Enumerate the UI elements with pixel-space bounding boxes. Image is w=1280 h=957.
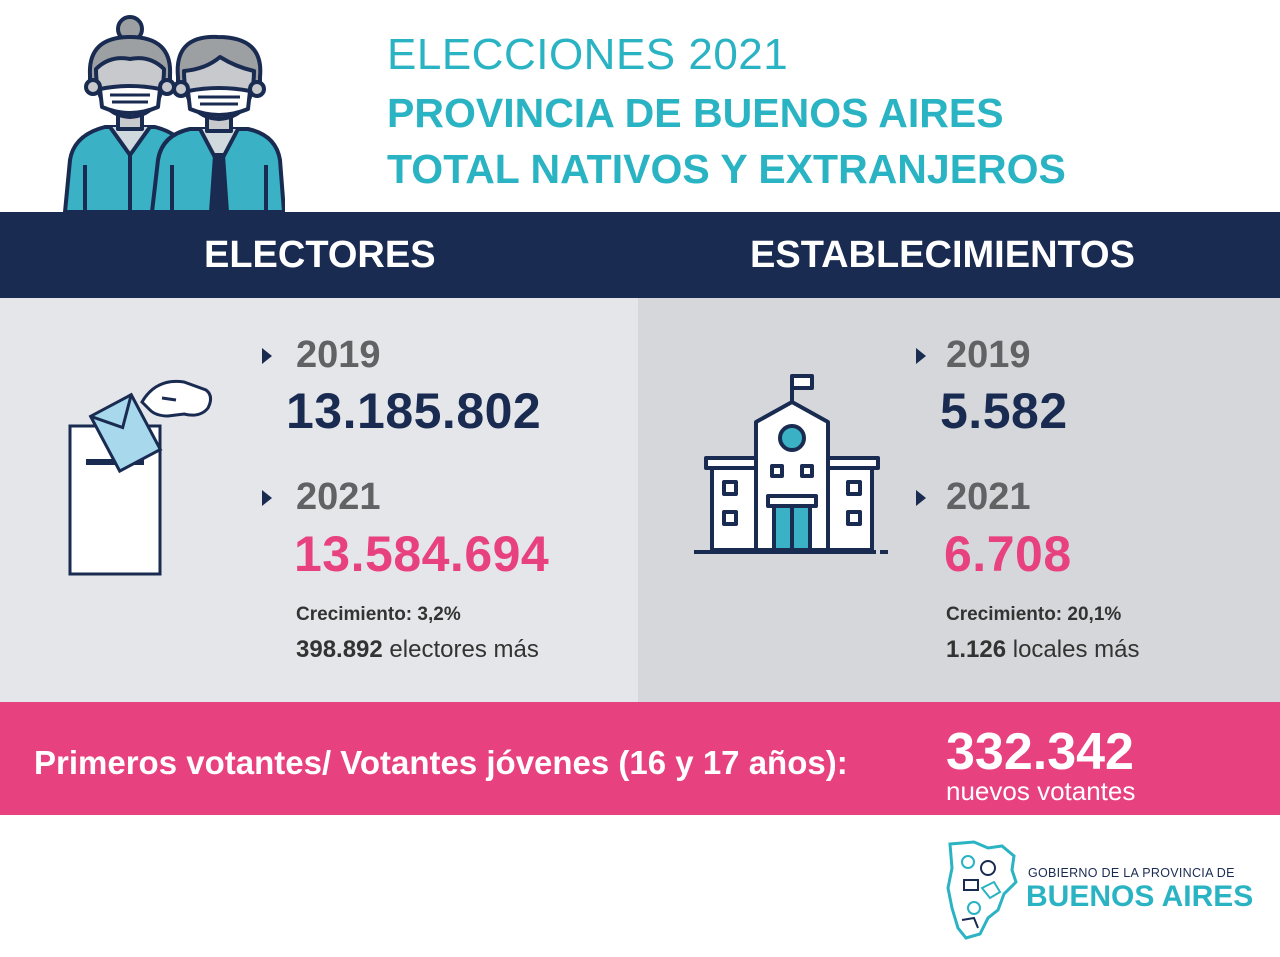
logo-gobierno-text: GOBIERNO DE LA PROVINCIA DE bbox=[1028, 866, 1235, 880]
first-voters-sub: nuevos votantes bbox=[946, 776, 1136, 806]
title-elecciones: ELECCIONES 2021 bbox=[387, 30, 789, 79]
electores-year-2021: 2021 bbox=[296, 476, 381, 518]
electores-extra: 398.892 electores más bbox=[296, 636, 539, 664]
arrow-icon bbox=[262, 348, 272, 364]
electores-extra-number: 398.892 bbox=[296, 636, 383, 663]
first-voters-bar bbox=[0, 702, 1280, 815]
establecimientos-extra-text: locales más bbox=[1006, 636, 1140, 663]
electores-value-2021: 13.584.694 bbox=[294, 526, 550, 582]
voters-masked-icon bbox=[63, 15, 285, 212]
arrow-icon bbox=[262, 490, 272, 506]
establecimientos-extra: 1.126 locales más bbox=[946, 636, 1139, 664]
electores-year-2019: 2019 bbox=[296, 334, 381, 376]
establecimientos-growth: Crecimiento: 20,1% bbox=[946, 604, 1122, 625]
section-header-bar: ELECTORES ESTABLECIMIENTOS bbox=[0, 212, 1280, 298]
first-voters-label: Primeros votantes/ Votantes jóvenes (16 … bbox=[34, 744, 848, 781]
electores-heading: ELECTORES bbox=[204, 234, 436, 276]
electores-value-2019: 13.185.802 bbox=[286, 383, 542, 439]
establecimientos-heading: ESTABLECIMIENTOS bbox=[750, 234, 1135, 276]
electores-extra-text: electores más bbox=[382, 636, 539, 663]
establecimientos-year-2021: 2021 bbox=[946, 476, 1031, 518]
establecimientos-value-2019: 5.582 bbox=[940, 383, 1068, 439]
arrow-icon bbox=[916, 490, 926, 506]
title-total: TOTAL NATIVOS Y EXTRANJEROS bbox=[387, 146, 1066, 192]
first-voters-value: 332.342 bbox=[946, 723, 1134, 781]
arrow-icon bbox=[916, 348, 926, 364]
establecimientos-value-2021: 6.708 bbox=[944, 526, 1072, 582]
logo-buenos-aires-text: BUENOS AIRES bbox=[1026, 880, 1254, 913]
ballot-box-icon bbox=[68, 379, 213, 576]
school-building-icon bbox=[694, 374, 888, 554]
electores-growth: Crecimiento: 3,2% bbox=[296, 604, 461, 625]
title-provincia: PROVINCIA DE BUENOS AIRES bbox=[387, 90, 1004, 136]
establecimientos-year-2019: 2019 bbox=[946, 334, 1031, 376]
province-map-logo-icon bbox=[946, 840, 1018, 940]
establecimientos-extra-number: 1.126 bbox=[946, 636, 1007, 663]
